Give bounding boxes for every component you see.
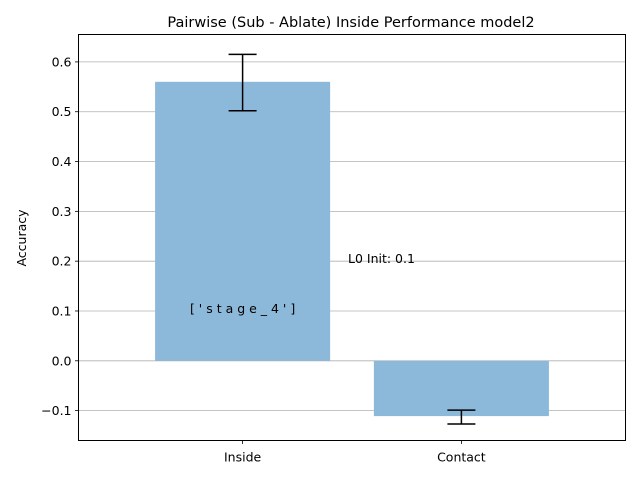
annotation: L0 Init: 0.1 <box>348 251 415 266</box>
y-tick-label: 0.5 <box>52 104 72 119</box>
y-tick-label: 0.6 <box>52 54 72 69</box>
annotation: [ ' s t a g e _ 4 ' ] <box>190 301 295 316</box>
annotations: [ ' s t a g e _ 4 ' ] L0 Init: 0.1 <box>190 251 415 316</box>
x-tick-label: Contact <box>437 450 486 465</box>
y-tick-label: 0.2 <box>52 254 72 269</box>
y-tick-label: 0.0 <box>52 353 72 368</box>
chart-title: Pairwise (Sub - Ablate) Inside Performan… <box>167 15 534 31</box>
y-axis: −0.1 0.0 0.1 0.2 0.3 0.4 0.5 0.6 <box>41 54 79 418</box>
y-tick-label: 0.3 <box>52 204 72 219</box>
y-tick-label: −0.1 <box>41 403 71 418</box>
x-tick-label: Inside <box>224 450 262 465</box>
y-axis-label: Accuracy <box>14 209 29 267</box>
x-axis: Inside Contact <box>224 440 486 465</box>
plot-frame <box>78 34 626 441</box>
y-tick-label: 0.1 <box>52 303 72 318</box>
bar-contact <box>373 360 549 417</box>
error-bars <box>228 53 476 425</box>
y-tick-label: 0.4 <box>52 154 72 169</box>
bars <box>155 81 549 417</box>
bar-inside <box>155 81 331 361</box>
